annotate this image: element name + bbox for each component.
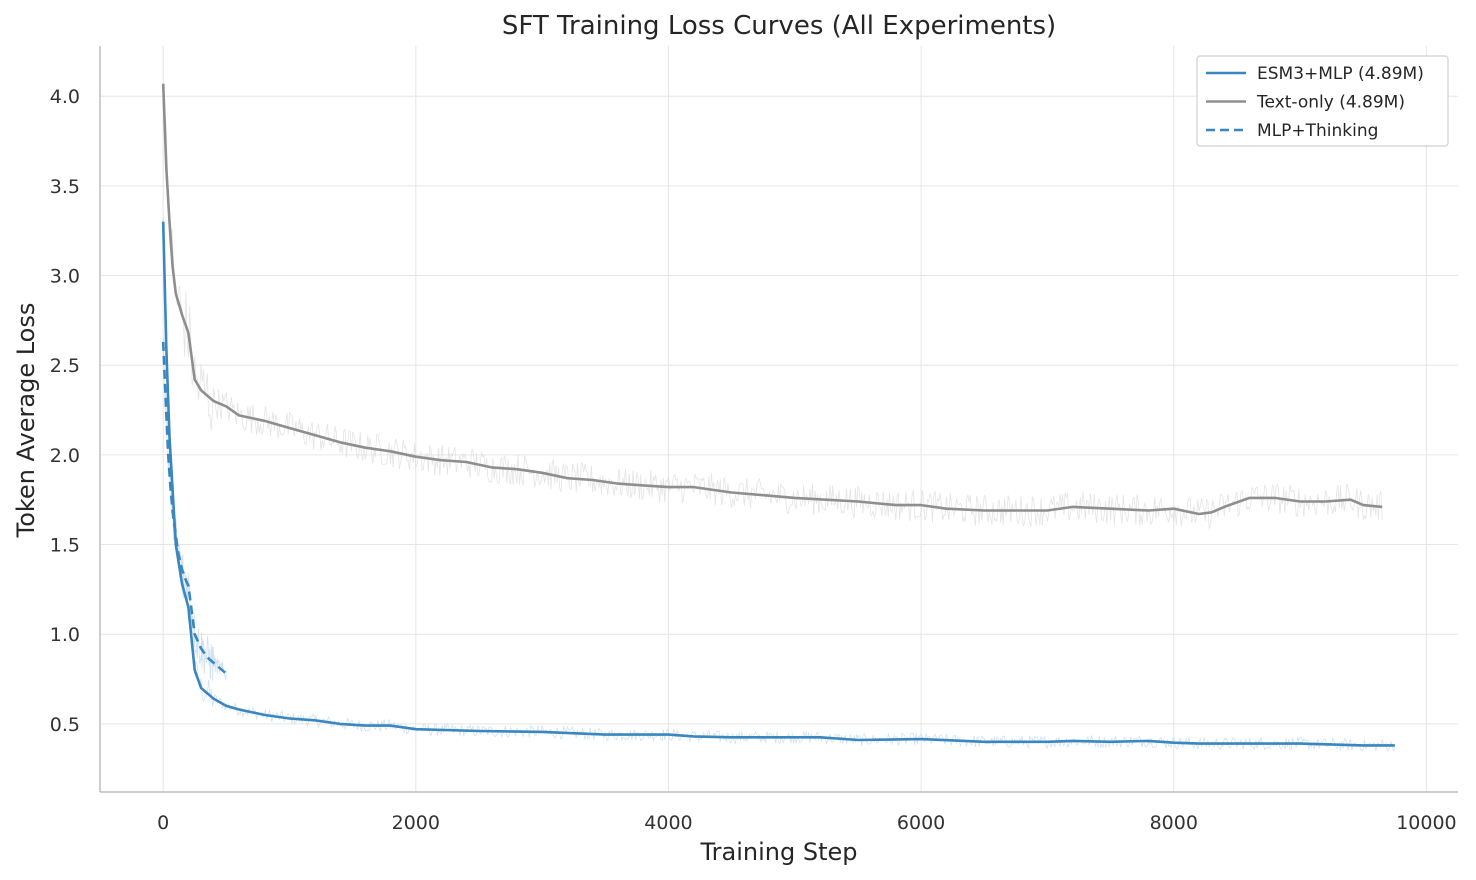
legend-label: ESM3+MLP (4.89M)	[1257, 64, 1424, 84]
y-tick-label: 4.0	[50, 86, 80, 108]
x-tick-label: 8000	[1150, 812, 1198, 834]
y-tick-label: 2.0	[50, 445, 80, 467]
raw-trace-0	[162, 216, 1396, 753]
x-tick-label: 4000	[644, 812, 692, 834]
axes	[99, 46, 1458, 793]
y-tick-label: 3.5	[50, 176, 80, 198]
series-line-2	[161, 341, 228, 675]
x-tick-label: 0	[157, 812, 169, 834]
y-axis-label: Token Average Loss	[12, 303, 40, 539]
gridlines	[100, 46, 1458, 792]
chart-title: SFT Training Loss Curves (All Experiment…	[502, 11, 1056, 41]
raw-noise-traces	[162, 112, 1396, 753]
legend: ESM3+MLP (4.89M) Text-only (4.89M) MLP+Thi…	[1196, 55, 1449, 147]
legend-label: MLP+Thinking	[1257, 121, 1378, 141]
series-lines	[161, 83, 1395, 747]
y-tick-label: 0.5	[50, 714, 80, 736]
x-tick-label: 2000	[392, 812, 440, 834]
series-line-0	[161, 221, 1395, 747]
raw-trace-2	[162, 337, 227, 681]
y-tick-label: 1.0	[50, 624, 80, 646]
y-tick-label: 1.5	[50, 535, 80, 557]
x-tick-label: 10000	[1396, 812, 1456, 834]
y-tick-label: 3.0	[50, 266, 80, 288]
x-tick-label: 6000	[897, 812, 945, 834]
raw-trace-1	[162, 112, 1383, 530]
y-tick-label: 2.5	[50, 355, 80, 377]
series-line-1	[161, 83, 1383, 516]
legend-box	[1196, 55, 1449, 147]
tick-labels: 0 2000 4000 6000 8000 10000 0.5 1.0 1.5 2.0 2.5 3.0…	[50, 86, 1457, 834]
legend-label: Text-only (4.89M)	[1256, 93, 1405, 113]
x-axis-label: Training Step	[700, 838, 858, 866]
